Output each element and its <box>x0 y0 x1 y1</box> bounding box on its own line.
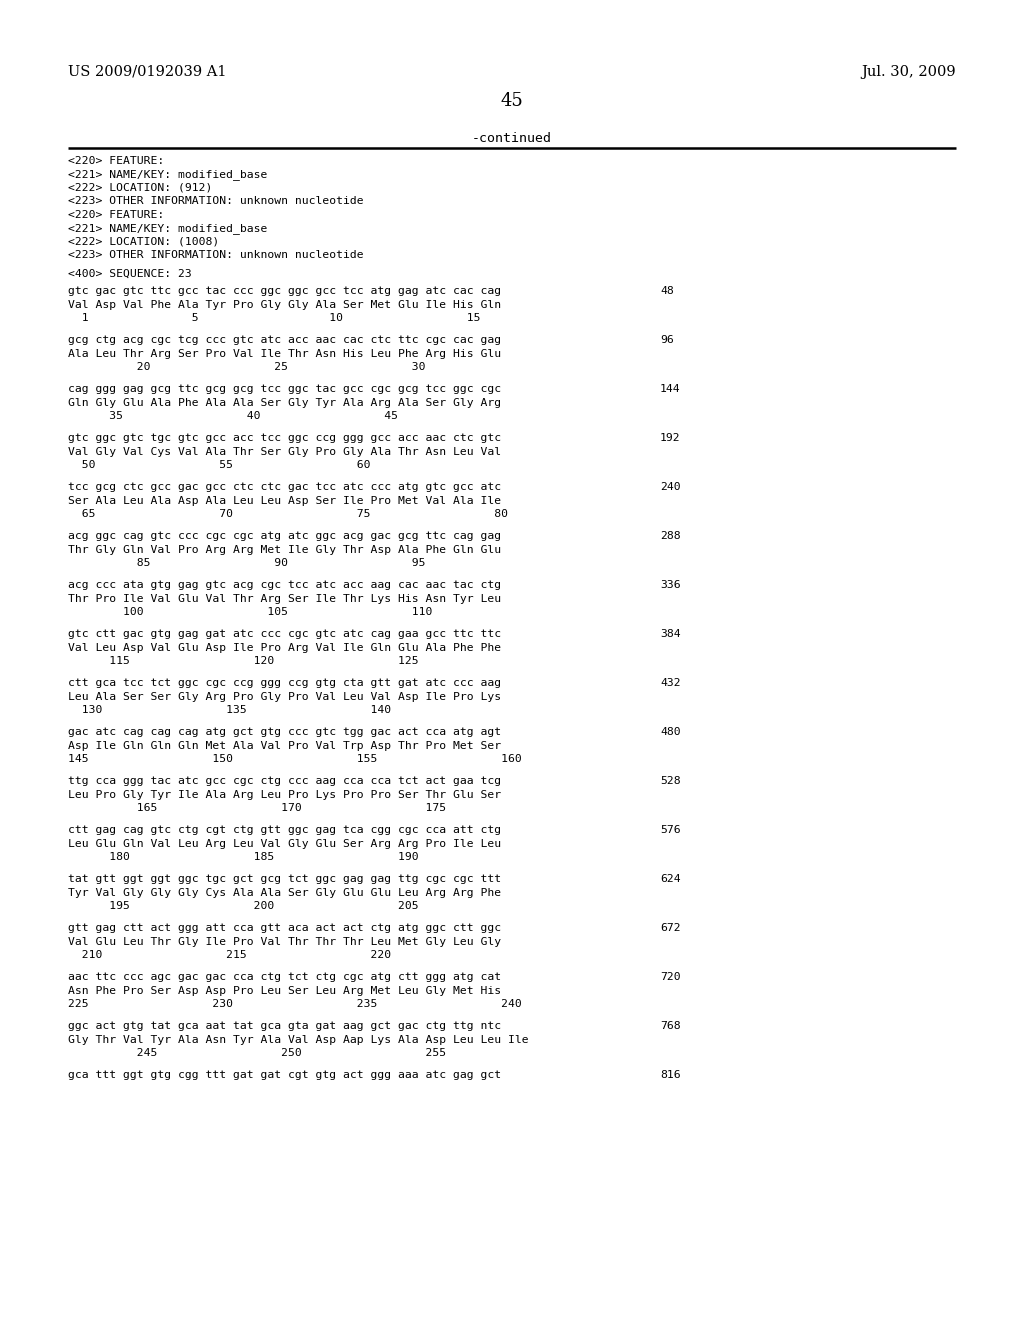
Text: Val Glu Leu Thr Gly Ile Pro Val Thr Thr Thr Leu Met Gly Leu Gly: Val Glu Leu Thr Gly Ile Pro Val Thr Thr … <box>68 937 501 946</box>
Text: 180                  185                  190: 180 185 190 <box>68 853 419 862</box>
Text: gca ttt ggt gtg cgg ttt gat gat cgt gtg act ggg aaa atc gag gct: gca ttt ggt gtg cgg ttt gat gat cgt gtg … <box>68 1071 501 1080</box>
Text: gcg ctg acg cgc tcg ccc gtc atc acc aac cac ctc ttc cgc cac gag: gcg ctg acg cgc tcg ccc gtc atc acc aac … <box>68 335 501 346</box>
Text: 96: 96 <box>660 335 674 346</box>
Text: cag ggg gag gcg ttc gcg gcg tcc ggc tac gcc cgc gcg tcc ggc cgc: cag ggg gag gcg ttc gcg gcg tcc ggc tac … <box>68 384 501 395</box>
Text: 50                  55                  60: 50 55 60 <box>68 461 371 470</box>
Text: 432: 432 <box>660 678 681 688</box>
Text: <222> LOCATION: (1008): <222> LOCATION: (1008) <box>68 236 219 247</box>
Text: Gln Gly Glu Ala Phe Ala Ala Ser Gly Tyr Ala Arg Ala Ser Gly Arg: Gln Gly Glu Ala Phe Ala Ala Ser Gly Tyr … <box>68 397 501 408</box>
Text: Val Asp Val Phe Ala Tyr Pro Gly Gly Ala Ser Met Glu Ile His Gln: Val Asp Val Phe Ala Tyr Pro Gly Gly Ala … <box>68 300 501 310</box>
Text: gac atc cag cag cag atg gct gtg ccc gtc tgg gac act cca atg agt: gac atc cag cag cag atg gct gtg ccc gtc … <box>68 727 501 738</box>
Text: 195                  200                  205: 195 200 205 <box>68 902 419 911</box>
Text: 192: 192 <box>660 433 681 444</box>
Text: <220> FEATURE:: <220> FEATURE: <box>68 210 164 219</box>
Text: tcc gcg ctc gcc gac gcc ctc ctc gac tcc atc ccc atg gtc gcc atc: tcc gcg ctc gcc gac gcc ctc ctc gac tcc … <box>68 482 501 492</box>
Text: 1               5                   10                  15: 1 5 10 15 <box>68 313 480 323</box>
Text: <221> NAME/KEY: modified_base: <221> NAME/KEY: modified_base <box>68 169 267 180</box>
Text: <400> SEQUENCE: 23: <400> SEQUENCE: 23 <box>68 268 191 279</box>
Text: acg ccc ata gtg gag gtc acg cgc tcc atc acc aag cac aac tac ctg: acg ccc ata gtg gag gtc acg cgc tcc atc … <box>68 581 501 590</box>
Text: 336: 336 <box>660 581 681 590</box>
Text: 225                  230                  235                  240: 225 230 235 240 <box>68 999 522 1010</box>
Text: 210                  215                  220: 210 215 220 <box>68 950 391 960</box>
Text: Leu Pro Gly Tyr Ile Ala Arg Leu Pro Lys Pro Pro Ser Thr Glu Ser: Leu Pro Gly Tyr Ile Ala Arg Leu Pro Lys … <box>68 789 501 800</box>
Text: gtc ggc gtc tgc gtc gcc acc tcc ggc ccg ggg gcc acc aac ctc gtc: gtc ggc gtc tgc gtc gcc acc tcc ggc ccg … <box>68 433 501 444</box>
Text: gtc ctt gac gtg gag gat atc ccc cgc gtc atc cag gaa gcc ttc ttc: gtc ctt gac gtg gag gat atc ccc cgc gtc … <box>68 630 501 639</box>
Text: Thr Pro Ile Val Glu Val Thr Arg Ser Ile Thr Lys His Asn Tyr Leu: Thr Pro Ile Val Glu Val Thr Arg Ser Ile … <box>68 594 501 603</box>
Text: 115                  120                  125: 115 120 125 <box>68 656 419 667</box>
Text: 624: 624 <box>660 874 681 884</box>
Text: 144: 144 <box>660 384 681 395</box>
Text: 672: 672 <box>660 923 681 933</box>
Text: Thr Gly Gln Val Pro Arg Arg Met Ile Gly Thr Asp Ala Phe Gln Glu: Thr Gly Gln Val Pro Arg Arg Met Ile Gly … <box>68 545 501 554</box>
Text: 165                  170                  175: 165 170 175 <box>68 804 446 813</box>
Text: 480: 480 <box>660 727 681 738</box>
Text: Ser Ala Leu Ala Asp Ala Leu Leu Asp Ser Ile Pro Met Val Ala Ile: Ser Ala Leu Ala Asp Ala Leu Leu Asp Ser … <box>68 496 501 506</box>
Text: 100                  105                  110: 100 105 110 <box>68 607 432 618</box>
Text: 576: 576 <box>660 825 681 836</box>
Text: Leu Ala Ser Ser Gly Arg Pro Gly Pro Val Leu Val Asp Ile Pro Lys: Leu Ala Ser Ser Gly Arg Pro Gly Pro Val … <box>68 692 501 702</box>
Text: US 2009/0192039 A1: US 2009/0192039 A1 <box>68 65 226 79</box>
Text: ggc act gtg tat gca aat tat gca gta gat aag gct gac ctg ttg ntc: ggc act gtg tat gca aat tat gca gta gat … <box>68 1022 501 1031</box>
Text: 384: 384 <box>660 630 681 639</box>
Text: 45: 45 <box>501 92 523 111</box>
Text: ctt gag cag gtc ctg cgt ctg gtt ggc gag tca cgg cgc cca att ctg: ctt gag cag gtc ctg cgt ctg gtt ggc gag … <box>68 825 501 836</box>
Text: Asn Phe Pro Ser Asp Asp Pro Leu Ser Leu Arg Met Leu Gly Met His: Asn Phe Pro Ser Asp Asp Pro Leu Ser Leu … <box>68 986 501 995</box>
Text: Asp Ile Gln Gln Gln Met Ala Val Pro Val Trp Asp Thr Pro Met Ser: Asp Ile Gln Gln Gln Met Ala Val Pro Val … <box>68 741 501 751</box>
Text: Ala Leu Thr Arg Ser Pro Val Ile Thr Asn His Leu Phe Arg His Glu: Ala Leu Thr Arg Ser Pro Val Ile Thr Asn … <box>68 348 501 359</box>
Text: Val Leu Asp Val Glu Asp Ile Pro Arg Val Ile Gln Glu Ala Phe Phe: Val Leu Asp Val Glu Asp Ile Pro Arg Val … <box>68 643 501 653</box>
Text: Gly Thr Val Tyr Ala Asn Tyr Ala Val Asp Aap Lys Ala Asp Leu Leu Ile: Gly Thr Val Tyr Ala Asn Tyr Ala Val Asp … <box>68 1035 528 1044</box>
Text: 528: 528 <box>660 776 681 787</box>
Text: 288: 288 <box>660 531 681 541</box>
Text: gtc gac gtc ttc gcc tac ccc ggc ggc gcc tcc atg gag atc cac cag: gtc gac gtc ttc gcc tac ccc ggc ggc gcc … <box>68 286 501 296</box>
Text: 768: 768 <box>660 1022 681 1031</box>
Text: gtt gag ctt act ggg att cca gtt aca act act ctg atg ggc ctt ggc: gtt gag ctt act ggg att cca gtt aca act … <box>68 923 501 933</box>
Text: <223> OTHER INFORMATION: unknown nucleotide: <223> OTHER INFORMATION: unknown nucleot… <box>68 197 364 206</box>
Text: ctt gca tcc tct ggc cgc ccg ggg ccg gtg cta gtt gat atc ccc aag: ctt gca tcc tct ggc cgc ccg ggg ccg gtg … <box>68 678 501 688</box>
Text: <223> OTHER INFORMATION: unknown nucleotide: <223> OTHER INFORMATION: unknown nucleot… <box>68 251 364 260</box>
Text: <221> NAME/KEY: modified_base: <221> NAME/KEY: modified_base <box>68 223 267 234</box>
Text: 245                  250                  255: 245 250 255 <box>68 1048 446 1059</box>
Text: acg ggc cag gtc ccc cgc cgc atg atc ggc acg gac gcg ttc cag gag: acg ggc cag gtc ccc cgc cgc atg atc ggc … <box>68 531 501 541</box>
Text: 240: 240 <box>660 482 681 492</box>
Text: Val Gly Val Cys Val Ala Thr Ser Gly Pro Gly Ala Thr Asn Leu Val: Val Gly Val Cys Val Ala Thr Ser Gly Pro … <box>68 446 501 457</box>
Text: 65                  70                  75                  80: 65 70 75 80 <box>68 510 508 519</box>
Text: ttg cca ggg tac atc gcc cgc ctg ccc aag cca cca tct act gaa tcg: ttg cca ggg tac atc gcc cgc ctg ccc aag … <box>68 776 501 787</box>
Text: 35                  40                  45: 35 40 45 <box>68 412 398 421</box>
Text: -continued: -continued <box>472 132 552 145</box>
Text: 145                  150                  155                  160: 145 150 155 160 <box>68 754 522 764</box>
Text: 85                  90                  95: 85 90 95 <box>68 558 426 568</box>
Text: Tyr Val Gly Gly Gly Cys Ala Ala Ser Gly Glu Glu Leu Arg Arg Phe: Tyr Val Gly Gly Gly Cys Ala Ala Ser Gly … <box>68 888 501 898</box>
Text: <220> FEATURE:: <220> FEATURE: <box>68 156 164 166</box>
Text: 20                  25                  30: 20 25 30 <box>68 362 426 372</box>
Text: <222> LOCATION: (912): <222> LOCATION: (912) <box>68 182 212 193</box>
Text: 48: 48 <box>660 286 674 296</box>
Text: aac ttc ccc agc gac gac cca ctg tct ctg cgc atg ctt ggg atg cat: aac ttc ccc agc gac gac cca ctg tct ctg … <box>68 973 501 982</box>
Text: 816: 816 <box>660 1071 681 1080</box>
Text: Leu Glu Gln Val Leu Arg Leu Val Gly Glu Ser Arg Arg Pro Ile Leu: Leu Glu Gln Val Leu Arg Leu Val Gly Glu … <box>68 838 501 849</box>
Text: 130                  135                  140: 130 135 140 <box>68 705 391 715</box>
Text: Jul. 30, 2009: Jul. 30, 2009 <box>861 65 956 79</box>
Text: 720: 720 <box>660 973 681 982</box>
Text: tat gtt ggt ggt ggc tgc gct gcg tct ggc gag gag ttg cgc cgc ttt: tat gtt ggt ggt ggc tgc gct gcg tct ggc … <box>68 874 501 884</box>
